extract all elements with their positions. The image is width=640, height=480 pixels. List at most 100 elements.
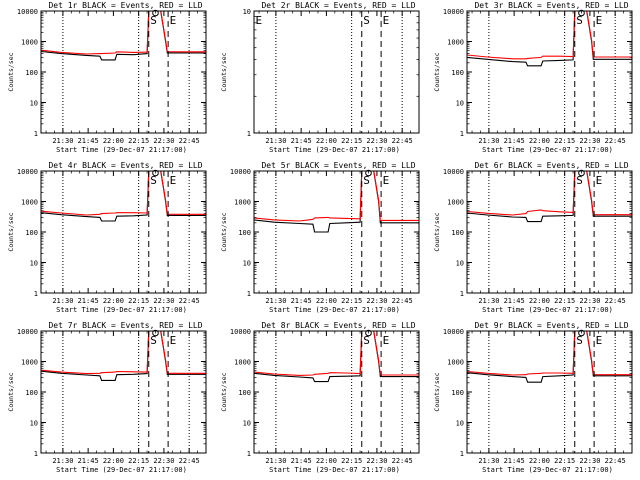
y-axis-label: Counts/sec <box>220 212 228 251</box>
x-tick-label: 22:00 <box>103 137 124 145</box>
y-axis-label: Counts/sec <box>433 372 441 411</box>
x-tick-label: 21:45 <box>78 457 99 465</box>
x-tick-label: 21:45 <box>78 297 99 305</box>
x-tick-label: 21:45 <box>504 137 525 145</box>
x-tick-label: 22:30 <box>366 457 387 465</box>
x-axis-label: Start Time (29-Dec-07 21:17:00) <box>56 466 187 474</box>
plot-frame <box>466 330 633 454</box>
event-marker-s: S <box>363 334 370 347</box>
y-tick-label: 10 <box>243 8 251 16</box>
detector-panel-6: Det 6r BLACK = Events, RED = LLD 1 10 100 10… <box>433 161 633 314</box>
x-tick-label: 22:00 <box>529 297 550 305</box>
y-tick-label: 1000 <box>21 359 38 367</box>
y-tick-label: 10000 <box>230 168 251 176</box>
y-axis-label: Counts/sec <box>7 372 15 411</box>
plot-frame <box>466 10 633 134</box>
plot-frame <box>253 330 420 454</box>
x-tick-label: 21:30 <box>478 137 499 145</box>
y-tick-label: 100 <box>238 389 251 397</box>
event-marker-e: E <box>383 174 390 187</box>
y-tick-label: 1 <box>247 130 251 138</box>
y-tick-label: 1 <box>247 450 251 458</box>
y-tick-label: 10000 <box>17 328 38 336</box>
plot-frame <box>40 10 207 134</box>
lld-series-line <box>41 171 206 216</box>
panel-title: Det 5r BLACK = Events, RED = LLD <box>261 161 415 170</box>
x-tick-label: 22:00 <box>316 137 337 145</box>
y-axis-label: Counts/sec <box>220 372 228 411</box>
panel-title: Det 9r BLACK = Events, RED = LLD <box>474 321 628 330</box>
event-marker-e: E <box>596 174 603 187</box>
event-marker-s: S <box>576 14 583 27</box>
lld-series-line <box>467 331 632 376</box>
y-tick-label: 10000 <box>17 8 38 16</box>
y-tick-label: 1 <box>460 130 464 138</box>
y-tick-label: 1 <box>460 450 464 458</box>
y-tick-label: 1 <box>247 290 251 298</box>
x-tick-label: 21:45 <box>504 457 525 465</box>
y-tick-label: 1000 <box>447 39 464 47</box>
x-tick-label: 22:45 <box>605 457 626 465</box>
y-tick-label: 10 <box>30 100 38 108</box>
x-tick-label: 22:30 <box>366 137 387 145</box>
y-tick-label: 1 <box>34 450 38 458</box>
plot-frame <box>466 170 633 294</box>
panel-title: Det 8r BLACK = Events, RED = LLD <box>261 321 415 330</box>
x-tick-label: 22:45 <box>605 297 626 305</box>
panel-title: Det 1r BLACK = Events, RED = LLD <box>48 1 202 10</box>
plot-frame <box>253 10 420 134</box>
y-tick-label: 10 <box>456 260 464 268</box>
x-tick-label: 21:30 <box>265 457 286 465</box>
panel-title: Det 4r BLACK = Events, RED = LLD <box>48 161 202 170</box>
y-tick-label: 1000 <box>234 199 251 207</box>
y-tick-label: 100 <box>451 389 464 397</box>
lld-series-line <box>41 11 206 55</box>
x-axis-label: Start Time (29-Dec-07 21:17:00) <box>56 306 187 314</box>
detector-panel-3: Det 3r BLACK = Events, RED = LLD 1 10 100 10… <box>433 1 633 154</box>
x-tick-label: 21:30 <box>52 457 73 465</box>
y-tick-label: 100 <box>25 389 38 397</box>
y-tick-label: 1 <box>34 290 38 298</box>
x-tick-label: 21:45 <box>291 297 312 305</box>
y-tick-label: 10 <box>30 260 38 268</box>
detector-panel-7: Det 7r BLACK = Events, RED = LLD 1 10 100 10… <box>7 321 207 474</box>
detector-panel-2: Det 2r BLACK = Events, RED = LLD 1 10 21:30… <box>220 1 420 154</box>
x-tick-label: 22:45 <box>605 137 626 145</box>
y-tick-label: 10 <box>456 100 464 108</box>
y-tick-label: 10 <box>243 260 251 268</box>
panel-title: Det 6r BLACK = Events, RED = LLD <box>474 161 628 170</box>
peak-marker <box>578 9 585 17</box>
event-marker-e: E <box>170 174 177 187</box>
lld-series-line <box>467 171 632 216</box>
x-tick-label: 22:15 <box>128 457 149 465</box>
panel-title: Det 2r BLACK = Events, RED = LLD <box>261 1 415 10</box>
peak-marker <box>152 169 159 177</box>
x-tick-label: 22:15 <box>554 137 575 145</box>
x-tick-label: 22:30 <box>153 137 174 145</box>
y-tick-label: 10000 <box>443 168 464 176</box>
x-tick-label: 22:15 <box>128 137 149 145</box>
x-tick-label: 21:45 <box>78 137 99 145</box>
y-tick-label: 1000 <box>21 199 38 207</box>
x-axis-label: Start Time (29-Dec-07 21:17:00) <box>482 146 613 154</box>
x-tick-label: 22:45 <box>179 297 200 305</box>
y-tick-label: 10000 <box>17 168 38 176</box>
x-tick-label: 22:30 <box>153 297 174 305</box>
y-tick-label: 1 <box>34 130 38 138</box>
event-marker-e: E <box>170 14 177 27</box>
x-tick-label: 22:30 <box>153 457 174 465</box>
y-axis-label: Counts/sec <box>220 52 228 91</box>
event-marker-e: E <box>170 334 177 347</box>
event-marker-s: S <box>150 174 157 187</box>
y-tick-label: 1000 <box>447 359 464 367</box>
y-tick-label: 10 <box>456 420 464 428</box>
event-marker-s: S <box>576 334 583 347</box>
x-tick-label: 22:00 <box>316 457 337 465</box>
x-tick-label: 22:30 <box>579 457 600 465</box>
plot-frame <box>40 330 207 454</box>
x-tick-label: 21:45 <box>291 137 312 145</box>
y-axis-label: Counts/sec <box>433 212 441 251</box>
x-tick-label: 22:45 <box>392 297 413 305</box>
